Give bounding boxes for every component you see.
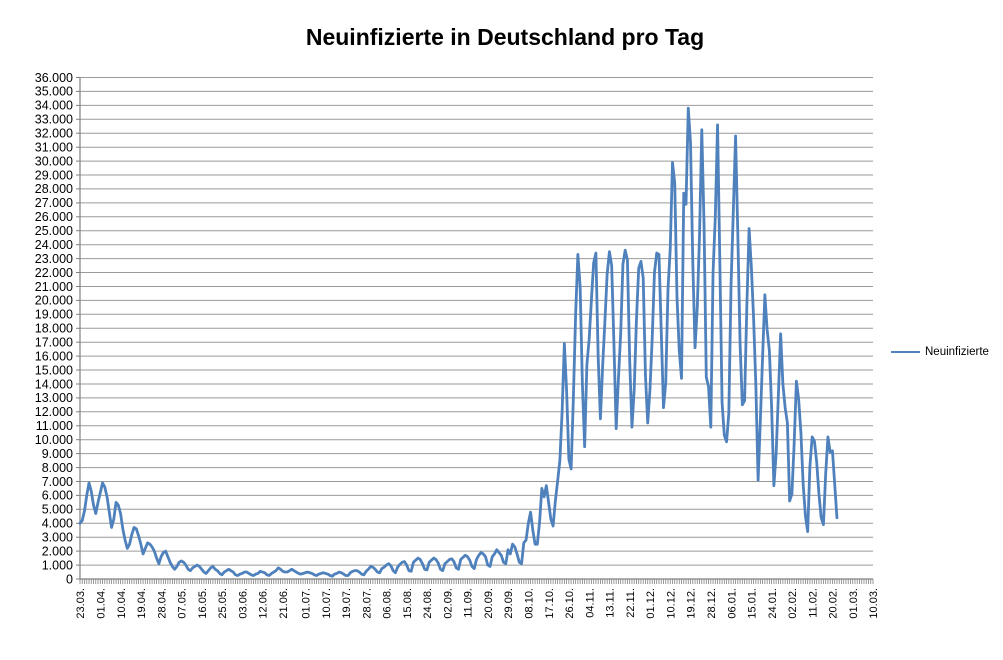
x-tick-label: 20.09. — [483, 588, 495, 619]
y-tick-label: 7.000 — [42, 475, 73, 489]
y-tick-label: 33.000 — [35, 113, 73, 127]
x-tick-label: 24.08. — [422, 588, 434, 619]
y-tick-label: 15.000 — [35, 363, 73, 377]
x-tick-label: 21.06. — [278, 588, 290, 619]
x-tick-label: 17.10. — [544, 588, 556, 619]
y-tick-label: 24.000 — [35, 238, 73, 252]
x-tick-label: 02.02. — [787, 588, 799, 619]
y-tick-label: 9.000 — [42, 447, 73, 461]
x-tick-label: 06.01. — [726, 588, 738, 619]
y-tick-label: 36.000 — [35, 71, 73, 85]
x-tick-label: 10.12. — [665, 588, 677, 619]
x-tick-label: 23.03. — [75, 588, 87, 619]
x-tick-label: 02.09. — [442, 588, 454, 619]
y-tick-label: 25.000 — [35, 224, 73, 238]
x-tick-label: 01.07. — [301, 588, 313, 619]
y-tick-label: 28.000 — [35, 182, 73, 196]
y-tick-label: 30.000 — [35, 154, 73, 168]
x-tick-label: 11.02. — [807, 588, 819, 618]
legend-line-swatch — [891, 351, 920, 353]
y-tick-label: 31.000 — [35, 141, 73, 155]
y-tick-label: 6.000 — [42, 489, 73, 503]
y-tick-label: 17.000 — [35, 336, 73, 350]
x-tick-label: 03.06. — [237, 588, 249, 619]
x-tick-label: 28.12. — [706, 588, 718, 619]
x-tick-label: 11.09. — [463, 588, 475, 618]
y-tick-label: 5.000 — [42, 503, 73, 517]
x-tick-label: 08.10. — [524, 588, 536, 619]
x-tick-label: 22.11. — [625, 588, 637, 618]
y-tick-label: 27.000 — [35, 196, 73, 210]
x-tick-label: 12.06. — [258, 588, 270, 619]
x-tick-label: 01.12. — [645, 588, 657, 619]
y-tick-label: 20.000 — [35, 294, 73, 308]
x-tick-label: 29.09. — [503, 588, 515, 619]
y-tick-label: 35.000 — [35, 85, 73, 99]
y-tick-label: 13.000 — [35, 391, 73, 405]
y-tick-label: 18.000 — [35, 322, 73, 336]
x-tick-label: 06.08. — [382, 588, 394, 619]
y-tick-label: 8.000 — [42, 461, 73, 475]
x-tick-label: 19.07. — [341, 588, 353, 619]
x-tick-label: 28.04. — [156, 588, 168, 619]
y-tick-label: 32.000 — [35, 127, 73, 141]
x-tick-label: 20.02. — [828, 588, 840, 619]
x-tick-label: 28.07. — [361, 588, 373, 619]
legend-label: Neuinfizierte — [925, 346, 989, 358]
legend: Neuinfizierte — [891, 346, 989, 358]
y-tick-label: 34.000 — [35, 99, 73, 113]
x-tick-label: 15.08. — [402, 588, 414, 619]
x-tick-label: 07.05. — [177, 588, 189, 619]
x-tick-label: 16.05. — [197, 588, 209, 619]
y-tick-label: 29.000 — [35, 168, 73, 182]
x-tick-label: 13.11. — [605, 588, 617, 618]
x-tick-label: 04.11. — [584, 588, 596, 618]
y-tick-label: 2.000 — [42, 544, 73, 558]
x-tick-label: 10.03. — [868, 588, 880, 619]
x-tick-label: 15.01. — [747, 588, 759, 619]
x-tick-label: 25.05. — [217, 588, 229, 619]
series-line — [78, 106, 839, 578]
chart-title: Neuinfizierte in Deutschland pro Tag — [305, 24, 705, 50]
x-tick-label: 10.04. — [116, 588, 128, 619]
x-tick-label: 24.01. — [767, 588, 779, 619]
x-tick-label: 26.10. — [564, 588, 576, 619]
x-tick-label: 01.04. — [96, 588, 108, 619]
y-tick-label: 21.000 — [35, 280, 73, 294]
y-tick-label: 23.000 — [35, 252, 73, 266]
x-tick-label: 19.12. — [686, 588, 698, 619]
y-tick-label: 4.000 — [42, 517, 73, 531]
x-tick-label: 10.07. — [321, 588, 333, 619]
y-tick-label: 22.000 — [35, 266, 73, 280]
y-tick-label: 12.000 — [35, 405, 73, 419]
y-tick-label: 10.000 — [35, 433, 73, 447]
y-tick-label: 26.000 — [35, 210, 73, 224]
y-tick-label: 3.000 — [42, 531, 73, 545]
y-tick-label: 19.000 — [35, 308, 73, 322]
x-tick-label: 19.04. — [136, 588, 148, 619]
x-tick-label: 01.03. — [848, 588, 860, 619]
y-tick-label: 1.000 — [42, 558, 73, 572]
y-tick-label: 14.000 — [35, 377, 73, 391]
y-tick-label: 11.000 — [36, 419, 73, 433]
y-tick-label: 0 — [66, 572, 73, 586]
y-tick-label: 16.000 — [35, 349, 73, 363]
